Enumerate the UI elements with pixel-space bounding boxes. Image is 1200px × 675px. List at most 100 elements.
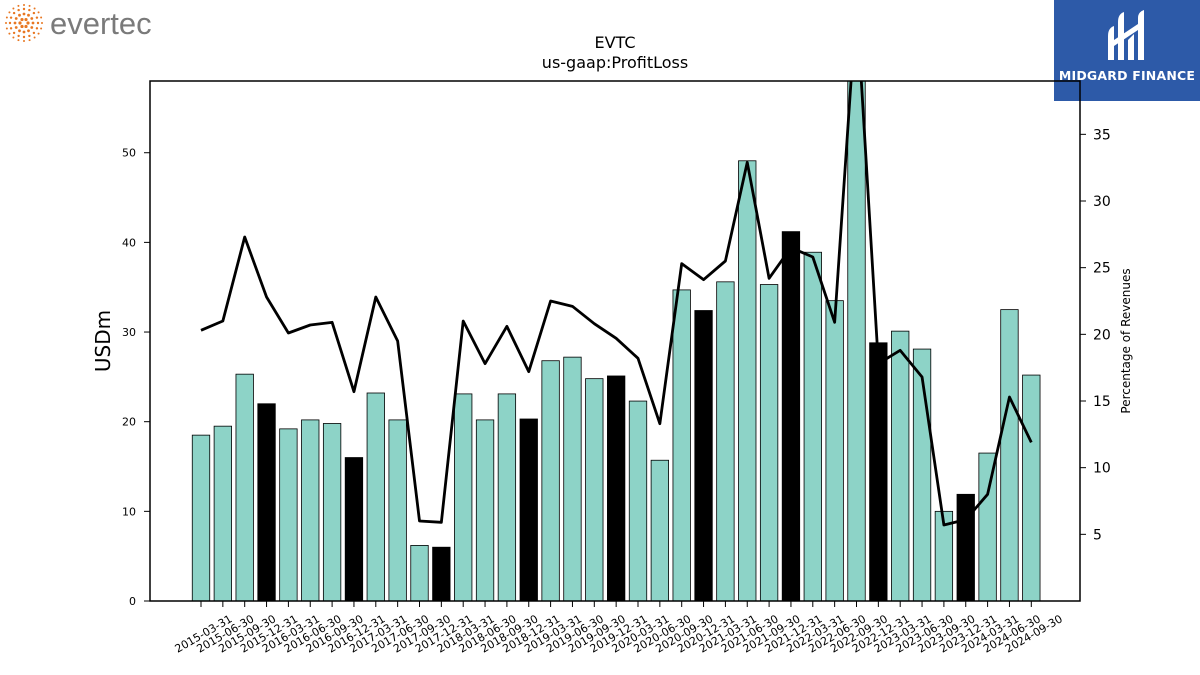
- logo-dot: [18, 21, 22, 25]
- y-tick-label: 40: [122, 236, 136, 249]
- bar: [912, 348, 932, 601]
- bar: [628, 400, 648, 601]
- bar: [738, 160, 757, 601]
- logo-dot: [28, 4, 31, 7]
- logo-dot: [33, 36, 36, 39]
- y2-tick-label: 5: [1093, 527, 1102, 543]
- midgard-finance-logo: MIDGARD FINANCE: [1054, 0, 1200, 101]
- evertec-logo: evertec: [5, 4, 152, 42]
- logo-dot: [5, 16, 8, 19]
- bar: [301, 419, 320, 601]
- logo-dot: [23, 40, 25, 42]
- logo-dot: [27, 13, 30, 17]
- logo-dot: [28, 39, 31, 42]
- bar: [650, 459, 669, 601]
- bar: [366, 392, 385, 601]
- bar: [759, 284, 779, 601]
- bar: [475, 419, 495, 601]
- bar: [607, 375, 626, 601]
- y2-tick-label: 30: [1093, 194, 1111, 210]
- bar: [235, 373, 254, 601]
- bar: [257, 403, 276, 601]
- plot-frame: [149, 80, 1081, 602]
- evertec-logo-text: evertec: [50, 6, 152, 41]
- logo-dot: [18, 29, 21, 33]
- logo-dot: [9, 16, 13, 19]
- y-axis-ticks: 0 10 20 30 40 50: [122, 147, 150, 608]
- logo-dot: [36, 21, 40, 25]
- bar: [279, 428, 298, 601]
- bar: [191, 434, 211, 601]
- logo-dot: [12, 36, 15, 39]
- bar: [388, 419, 407, 601]
- logo-dot: [22, 30, 26, 34]
- logo-dot: [17, 4, 20, 7]
- bar: [781, 231, 801, 601]
- midgard-finance-logo-text: MIDGARD FINANCE: [1058, 68, 1196, 83]
- y-tick-label: 0: [129, 595, 136, 608]
- logo-dot: [8, 11, 11, 14]
- chart-subtitle: us-gaap:ProfitLoss: [542, 53, 688, 72]
- logo-dot: [37, 32, 40, 35]
- y2-tick-label: 15: [1093, 394, 1111, 410]
- logo-dot: [5, 27, 8, 30]
- logo-dot: [41, 22, 43, 24]
- bar: [432, 546, 451, 601]
- line-series: [200, 81, 1033, 527]
- logo-dot: [5, 22, 7, 24]
- y2-tick-label: 10: [1093, 461, 1111, 477]
- logo-dot: [40, 16, 43, 19]
- logo-dot: [22, 12, 26, 16]
- y-tick-label: 10: [122, 505, 136, 518]
- midgard-mark-icon: [1108, 10, 1144, 60]
- percentage-line: [200, 81, 1033, 527]
- bar: [344, 457, 364, 601]
- logo-dot: [12, 31, 16, 35]
- logo-dot: [31, 21, 35, 25]
- logo-dot: [9, 27, 13, 30]
- logo-dot: [22, 35, 26, 39]
- bar: [694, 310, 713, 601]
- logo-dot: [18, 13, 21, 17]
- bar: [1022, 374, 1041, 601]
- bar: [541, 360, 560, 601]
- y2-tick-label: 35: [1093, 127, 1111, 143]
- bar: [847, 81, 866, 601]
- bar: [410, 545, 429, 601]
- logo-dot: [8, 32, 11, 35]
- logo-dot: [20, 24, 24, 29]
- y-tick-label: 30: [122, 326, 136, 339]
- logo-dot: [30, 26, 34, 29]
- logo-dot: [17, 34, 20, 38]
- bar: [825, 300, 844, 601]
- chart-title: EVTC: [594, 33, 635, 52]
- logo-dot: [28, 8, 31, 12]
- bar: [497, 393, 517, 601]
- logo-dot: [32, 31, 36, 35]
- bar: [869, 342, 888, 601]
- y-tick-label: 50: [122, 147, 136, 160]
- evertec-dots-icon: [5, 4, 43, 42]
- bar: [454, 393, 473, 601]
- logo-dot: [40, 27, 43, 30]
- y-axis-label: USDm: [91, 310, 115, 372]
- bar: [978, 452, 997, 601]
- logo-dot: [30, 17, 34, 20]
- y2-axis-label: Percentage of Revenues: [1119, 268, 1133, 413]
- y2-tick-label: 20: [1093, 327, 1111, 343]
- logo-dot: [22, 7, 26, 11]
- bar-series: [191, 81, 1041, 601]
- bar: [934, 510, 954, 601]
- y-tick-label: 20: [122, 416, 136, 429]
- bar: [956, 493, 975, 601]
- bar: [213, 425, 232, 601]
- y2-tick-label: 25: [1093, 261, 1111, 277]
- bar: [716, 281, 735, 601]
- logo-dot: [12, 11, 16, 15]
- y2-axis-ticks: 5 10 15 20 25 30 35: [1080, 127, 1111, 543]
- logo-dot: [24, 24, 28, 29]
- x-axis-ticks: 2015-03-312015-06-302015-09-302015-12-31…: [173, 601, 1065, 656]
- logo-dot: [26, 21, 30, 25]
- logo-dot: [32, 11, 36, 15]
